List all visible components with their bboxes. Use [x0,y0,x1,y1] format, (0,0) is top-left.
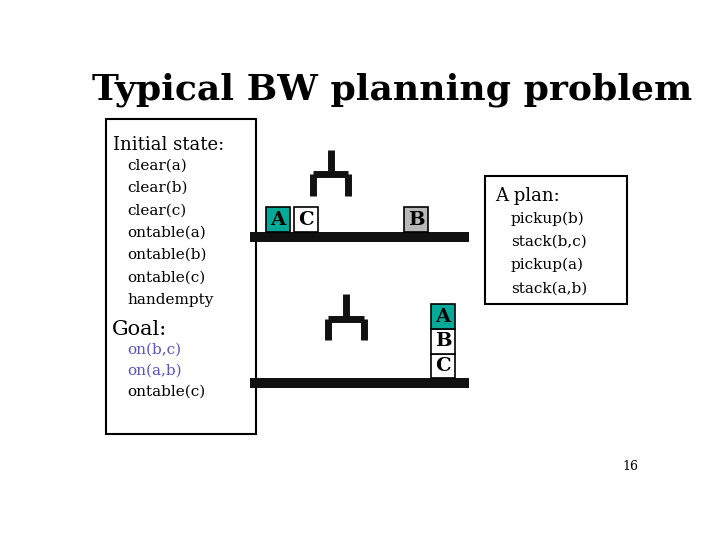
Text: A plan:: A plan: [495,187,560,205]
Text: ontable(c): ontable(c) [127,271,205,285]
Text: stack(a,b): stack(a,b) [510,281,587,295]
Text: ontable(c): ontable(c) [127,384,205,399]
Bar [250,378,469,388]
Text: C: C [298,211,314,228]
Text: B: B [408,211,424,228]
Text: Goal:: Goal: [112,320,167,339]
Text: A: A [436,308,451,326]
Text: on(b,c): on(b,c) [127,343,181,357]
Text: A: A [271,211,286,228]
Text: stack(b,c): stack(b,c) [510,235,586,249]
Bar [431,354,455,378]
Text: ontable(b): ontable(b) [127,248,207,262]
Text: handempty: handempty [127,293,214,307]
Bar [266,207,290,232]
Text: C: C [435,357,451,375]
Text: pickup(b): pickup(b) [510,212,585,226]
Text: Typical BW planning problem: Typical BW planning problem [92,72,692,107]
Text: clear(b): clear(b) [127,181,188,195]
Bar [485,177,627,303]
Text: B: B [435,332,451,350]
Bar [294,207,318,232]
Bar [404,207,428,232]
Bar [431,329,455,354]
Bar [106,119,256,434]
Text: Initial state:: Initial state: [113,136,225,154]
Text: clear(c): clear(c) [127,204,186,218]
Bar [431,304,455,329]
Text: pickup(a): pickup(a) [510,258,584,273]
Text: 16: 16 [623,460,639,473]
Text: ontable(a): ontable(a) [127,226,206,240]
Text: on(a,b): on(a,b) [127,363,182,377]
Bar [250,232,469,242]
Text: clear(a): clear(a) [127,159,187,173]
